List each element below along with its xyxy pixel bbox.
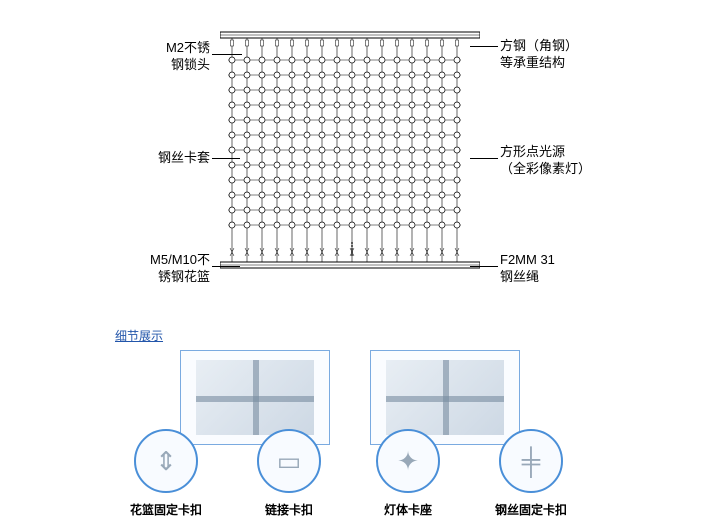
callout-line: （全彩像素灯）	[500, 161, 591, 176]
callout-line: 锈钢花篮	[158, 269, 210, 284]
led-mesh-schematic	[220, 30, 480, 310]
icon-glyph: ╪	[522, 446, 540, 477]
callout-line: M2不锈	[166, 40, 210, 55]
callout-wire-sleeve: 钢丝卡套	[135, 150, 210, 167]
callout-line: 方形点光源	[500, 144, 565, 159]
callout-m2-lock: M2不锈 钢锁头	[140, 40, 210, 74]
callout-pixel-light: 方形点光源 （全彩像素灯）	[500, 144, 620, 178]
photo-placeholder	[386, 360, 504, 434]
callout-line: 钢丝卡套	[158, 150, 210, 165]
photo-placeholder	[196, 360, 314, 434]
callout-line: 钢锁头	[171, 57, 210, 72]
icon-circle: ✦	[376, 429, 440, 493]
icon-circle: ╪	[499, 429, 563, 493]
icon-glyph: ✦	[397, 446, 419, 477]
icon-label: 钢丝固定卡扣	[495, 501, 567, 518]
callout-line: 方钢（角钢）	[500, 38, 578, 53]
component-icon-0: ⇕ 花篮固定卡扣	[130, 429, 202, 518]
callout-turnbuckle: M5/M10不 锈钢花篮	[125, 252, 210, 286]
icon-glyph: ▭	[277, 446, 302, 477]
component-icon-2: ✦ 灯体卡座	[376, 429, 440, 518]
component-icon-1: ▭ 链接卡扣	[257, 429, 321, 518]
callout-line: M5/M10不	[150, 252, 210, 267]
callout-wire-rope: F2MM 31 钢丝绳	[500, 252, 600, 286]
callout-line: 钢丝绳	[500, 269, 539, 284]
section-title-link[interactable]: 细节展示	[115, 327, 163, 344]
callout-line: F2MM 31	[500, 252, 555, 267]
icon-label: 链接卡扣	[265, 501, 313, 518]
icon-label: 花篮固定卡扣	[130, 501, 202, 518]
icon-circle: ⇕	[134, 429, 198, 493]
component-icon-3: ╪ 钢丝固定卡扣	[495, 429, 567, 518]
icon-label: 灯体卡座	[384, 501, 432, 518]
callout-line: 等承重结构	[500, 55, 565, 70]
component-icon-row: ⇕ 花篮固定卡扣 ▭ 链接卡扣 ✦ 灯体卡座 ╪ 钢丝固定卡扣	[130, 429, 567, 518]
main-diagram: M2不锈 钢锁头 钢丝卡套 M5/M10不 锈钢花篮 方钢（角钢） 等承重结构 …	[0, 10, 704, 320]
icon-circle: ▭	[257, 429, 321, 493]
icon-glyph: ⇕	[155, 446, 177, 477]
callout-square-steel: 方钢（角钢） 等承重结构	[500, 38, 620, 72]
